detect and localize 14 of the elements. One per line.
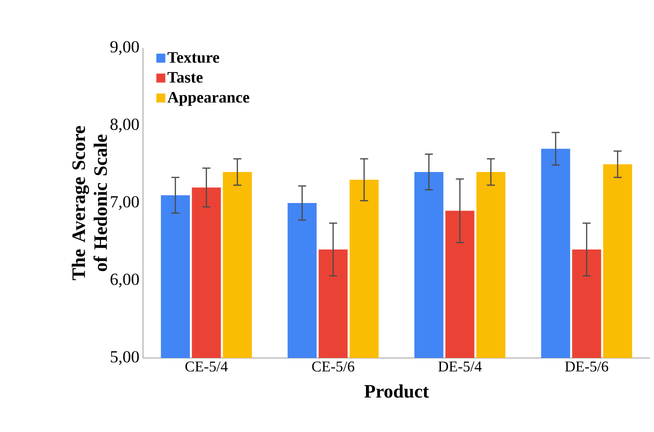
legend-label: Texture bbox=[168, 52, 220, 63]
x-tick-label: DE-5/4 bbox=[438, 362, 482, 372]
y-tick-label: 7,00 bbox=[110, 196, 139, 210]
y-tick-label: 8,00 bbox=[110, 118, 139, 132]
x-tick-label: CE-5/4 bbox=[185, 362, 228, 372]
y-tick-label: 5,00 bbox=[110, 351, 139, 365]
x-tick-label: DE-5/6 bbox=[565, 362, 608, 372]
legend-label: Appearance bbox=[167, 92, 250, 106]
x-axis-title: Product bbox=[364, 384, 429, 398]
x-tick-label: CE-5/6 bbox=[312, 362, 354, 372]
y-axis-title: The Average Score of Hedonic Scale bbox=[72, 126, 108, 280]
y-tick-label: 9,00 bbox=[110, 41, 139, 55]
legend-label: Taste bbox=[168, 72, 203, 83]
y-tick-label: 6,00 bbox=[110, 274, 139, 288]
